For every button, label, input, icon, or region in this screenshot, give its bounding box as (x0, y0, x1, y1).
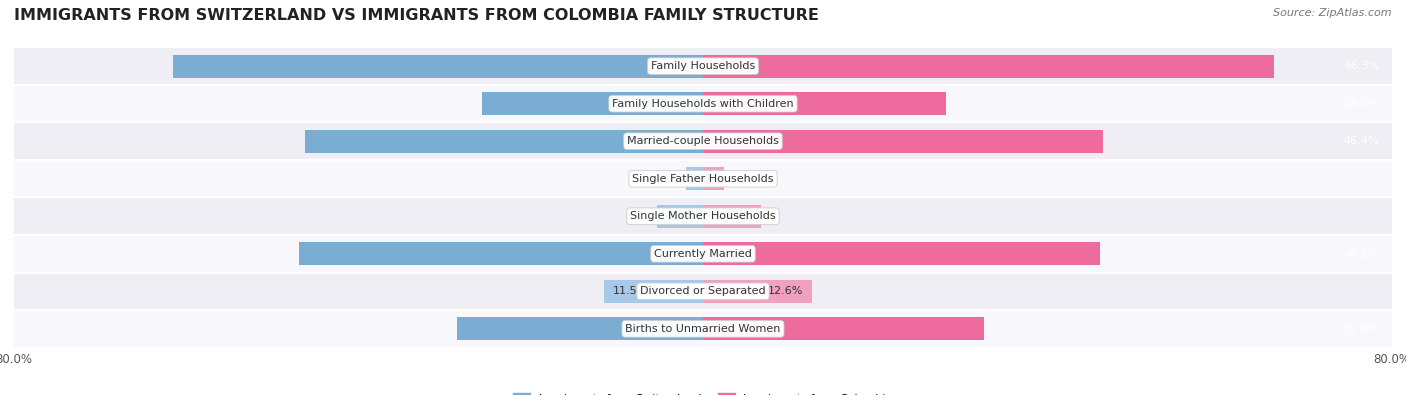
Bar (457, 317, 703, 340)
Text: 46.4%: 46.4% (1344, 136, 1379, 146)
Text: 46.2%: 46.2% (690, 136, 725, 146)
Text: Married-couple Households: Married-couple Households (627, 136, 779, 146)
Bar (305, 130, 703, 153)
Legend: Immigrants from Switzerland, Immigrants from Colombia: Immigrants from Switzerland, Immigrants … (509, 389, 897, 395)
Text: 46.1%: 46.1% (1344, 249, 1379, 259)
Bar (703, 167, 724, 190)
Bar (703, 242, 1099, 265)
Bar (658, 205, 703, 228)
Bar (703, 92, 946, 115)
Text: Births to Unmarried Women: Births to Unmarried Women (626, 324, 780, 334)
Bar (299, 242, 703, 265)
Text: 46.9%: 46.9% (690, 249, 725, 259)
Bar (482, 92, 703, 115)
Bar (14, 160, 1392, 198)
Text: 6.7%: 6.7% (724, 211, 752, 221)
Bar (14, 47, 1392, 85)
Bar (14, 273, 1392, 310)
Text: 28.2%: 28.2% (1343, 99, 1379, 109)
Text: 32.6%: 32.6% (1344, 324, 1379, 334)
Bar (686, 167, 703, 190)
Text: Divorced or Separated: Divorced or Separated (640, 286, 766, 296)
Text: 61.6%: 61.6% (690, 61, 725, 71)
Text: Single Mother Households: Single Mother Households (630, 211, 776, 221)
Text: 25.7%: 25.7% (690, 99, 725, 109)
Text: Family Households with Children: Family Households with Children (612, 99, 794, 109)
Text: Source: ZipAtlas.com: Source: ZipAtlas.com (1274, 8, 1392, 18)
Bar (605, 280, 703, 303)
Text: Single Father Households: Single Father Households (633, 174, 773, 184)
Text: 28.6%: 28.6% (690, 324, 725, 334)
Bar (703, 317, 984, 340)
Text: Currently Married: Currently Married (654, 249, 752, 259)
Bar (703, 205, 761, 228)
Text: 12.6%: 12.6% (768, 286, 803, 296)
Bar (14, 85, 1392, 122)
Text: 2.0%: 2.0% (695, 174, 723, 184)
Bar (14, 122, 1392, 160)
Bar (703, 130, 1102, 153)
Text: 66.3%: 66.3% (1344, 61, 1379, 71)
Text: 2.4%: 2.4% (686, 174, 716, 184)
Text: 5.3%: 5.3% (666, 211, 695, 221)
Bar (703, 55, 1274, 78)
Bar (703, 280, 811, 303)
Text: 11.5%: 11.5% (613, 286, 648, 296)
Bar (14, 310, 1392, 348)
Bar (173, 55, 703, 78)
Text: Family Households: Family Households (651, 61, 755, 71)
Bar (14, 235, 1392, 273)
Text: IMMIGRANTS FROM SWITZERLAND VS IMMIGRANTS FROM COLOMBIA FAMILY STRUCTURE: IMMIGRANTS FROM SWITZERLAND VS IMMIGRANT… (14, 8, 818, 23)
Bar (14, 198, 1392, 235)
